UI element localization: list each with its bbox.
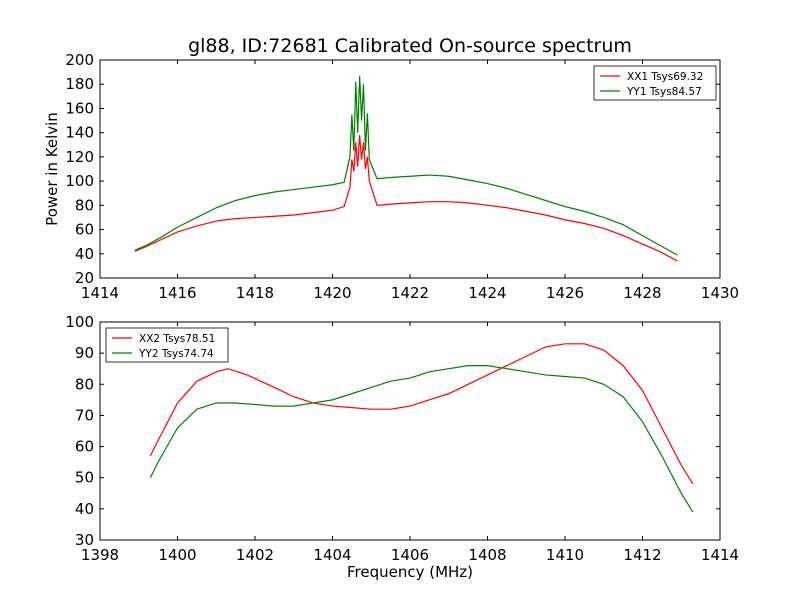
y-tick-label: 50 — [75, 469, 94, 487]
y-tick-label: 90 — [75, 344, 94, 362]
legend-box — [105, 327, 229, 363]
x-tick-label: 1428 — [623, 284, 661, 302]
x-tick-label: 1402 — [236, 546, 274, 564]
x-tick-label: 1400 — [158, 546, 196, 564]
x-tick-label: 1398 — [81, 546, 119, 564]
legend-box — [593, 65, 717, 101]
y-tick-label: 200 — [65, 51, 94, 69]
x-tick-label: 1412 — [623, 546, 661, 564]
y-tick-label: 70 — [75, 406, 94, 424]
x-axis-label: Frequency (MHz) — [347, 563, 473, 581]
x-tick-label: 1416 — [158, 284, 196, 302]
x-tick-label: 1422 — [391, 284, 429, 302]
x-tick-label: 1414 — [81, 284, 119, 302]
y-tick-label: 30 — [75, 531, 94, 549]
legend-label: YY2 Tsys74.74 — [138, 348, 214, 360]
x-tick-label: 1418 — [236, 284, 274, 302]
bottom-subplot: 1398 1400 1402 1404 1406 1408 1410 1412 1414 30 40… — [65, 313, 739, 581]
y-tick-label: 60 — [75, 438, 94, 456]
y-tick-label: 80 — [75, 196, 94, 214]
y-tick-label: 40 — [75, 500, 94, 518]
x-tick-label: 1410 — [546, 546, 584, 564]
series-line-1-2 — [134, 75, 678, 256]
y-tick-label: 100 — [65, 172, 94, 190]
x-tick-label: 1414 — [701, 546, 739, 564]
y-tick-label: 40 — [75, 245, 94, 263]
y-tick-label: 140 — [65, 124, 94, 142]
series-line-2-1 — [149, 343, 694, 485]
y-axis-label: Power in Kelvin — [43, 112, 61, 226]
x-tick-label: 1424 — [468, 284, 506, 302]
legend-label: XX1 Tsys69.32 — [627, 71, 703, 83]
y-tick-label: 20 — [75, 269, 94, 287]
top-subplot: 1414 1416 1418 1420 1422 1424 1426 1428 1430 20 40… — [43, 51, 739, 302]
series-line-2-2 — [149, 365, 694, 513]
legend-label: XX2 Tsys78.51 — [139, 333, 215, 345]
series-line-1-1 — [134, 135, 678, 262]
x-tick-label: 1420 — [313, 284, 351, 302]
x-tick-label: 1408 — [468, 546, 506, 564]
y-tick-label: 100 — [65, 313, 94, 331]
y-tick-label: 180 — [65, 75, 94, 93]
x-tick-label: 1406 — [391, 546, 429, 564]
x-tick-label: 1430 — [701, 284, 739, 302]
y-tick-label: 160 — [65, 99, 94, 117]
x-tick-label: 1404 — [313, 546, 351, 564]
legend-label: YY1 Tsys84.57 — [626, 86, 702, 98]
y-tick-label: 60 — [75, 221, 94, 239]
figure-title: gl88, ID:72681 Calibrated On-source spec… — [188, 35, 632, 57]
y-tick-label: 120 — [65, 148, 94, 166]
legend: XX1 Tsys69.32 YY1 Tsys84.57 — [593, 65, 717, 101]
y-tick-label: 80 — [75, 375, 94, 393]
x-tick-label: 1426 — [546, 284, 584, 302]
legend: XX2 Tsys78.51 YY2 Tsys74.74 — [105, 327, 229, 363]
